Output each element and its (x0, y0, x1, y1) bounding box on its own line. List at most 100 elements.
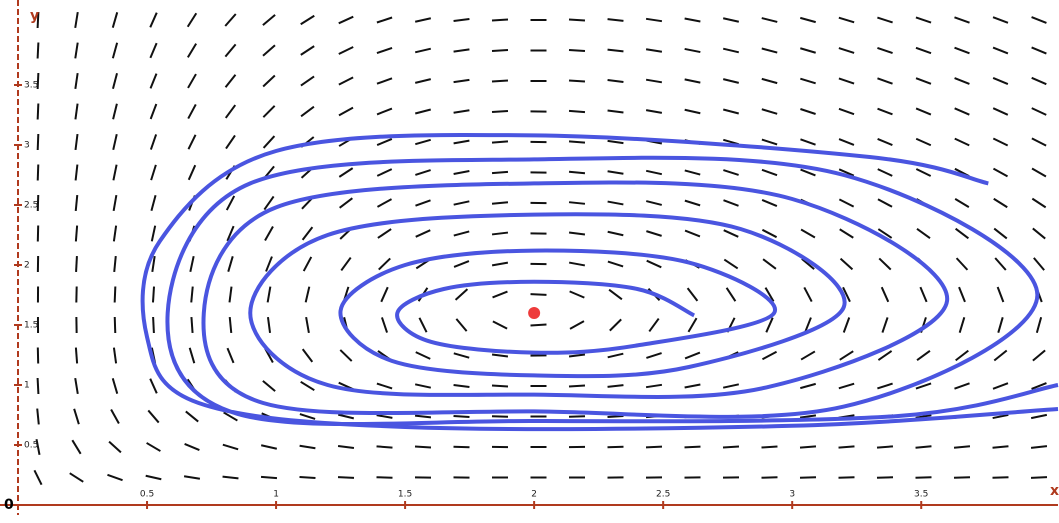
slope-segment (568, 79, 586, 83)
slope-segment (764, 287, 775, 302)
slope-segment (725, 287, 737, 302)
slope-segment (607, 352, 624, 359)
slope-segment (568, 201, 586, 205)
slope-segment (491, 79, 509, 83)
slope-segment (722, 78, 740, 84)
slope-segment (607, 79, 624, 83)
slope-segment (1030, 413, 1048, 420)
slope-segment (376, 46, 393, 55)
slope-segment (915, 137, 932, 147)
slope-segment (226, 347, 235, 364)
slope-segment (415, 138, 431, 146)
slope-segment (761, 350, 778, 361)
slope-segment (800, 138, 816, 146)
slope-segment (803, 286, 813, 303)
slope-segment (415, 351, 431, 360)
slope-segment (150, 225, 157, 242)
slope-segment (491, 384, 509, 388)
slope-segment (300, 380, 315, 392)
slope-segment (376, 168, 393, 177)
slope-segment (568, 170, 586, 175)
slope-segment (915, 16, 932, 24)
slope-segment (74, 72, 79, 90)
slope-segment (339, 349, 353, 362)
slope-segment (112, 103, 118, 120)
slope-segment (838, 16, 855, 24)
slope-segment (36, 408, 40, 425)
slope-segment (958, 286, 966, 303)
slope-segment (262, 74, 276, 88)
slope-segment (645, 169, 663, 176)
slope-segment (530, 293, 547, 296)
slope-segment (684, 47, 701, 54)
slope-segment (491, 140, 509, 144)
slope-segment (184, 443, 200, 451)
slope-segment (151, 255, 156, 273)
slope-segment (340, 256, 352, 272)
slope-segment (74, 103, 79, 120)
slope-segment (149, 378, 158, 394)
slope-segment (149, 73, 158, 89)
slope-segment (112, 73, 118, 89)
slope-segment (723, 108, 739, 115)
slope-segment (1035, 317, 1043, 333)
slope-segment (149, 42, 158, 59)
slope-segment (224, 13, 237, 27)
slope-segment (36, 133, 40, 151)
slope-segment (113, 255, 117, 273)
slope-segment (684, 199, 701, 207)
slope-segment (491, 231, 509, 236)
slope-segment (568, 140, 586, 144)
slope-segment (224, 104, 237, 119)
slope-segment (378, 257, 391, 271)
slope-segment (568, 353, 586, 358)
slope-segment (183, 475, 201, 480)
slope-segment (1031, 107, 1047, 116)
slope-segment (453, 109, 470, 114)
slope-segment (110, 409, 120, 424)
slope-segment (149, 134, 158, 150)
slope-segment (838, 107, 855, 116)
slope-segment (877, 228, 893, 239)
slope-segment (453, 48, 470, 53)
slope-segment (761, 17, 778, 23)
slope-segment (993, 349, 1008, 362)
slope-segment (877, 46, 893, 55)
slope-segment (186, 12, 198, 28)
slope-segment (35, 438, 41, 456)
y-tick-label: 3 (24, 141, 30, 151)
x-tick-label: 2 (531, 490, 537, 500)
slope-segment (453, 352, 470, 359)
slope-segment (376, 476, 393, 479)
slope-segment (607, 230, 624, 237)
slope-segment (338, 15, 354, 25)
slope-segment (339, 197, 353, 209)
slope-segment (228, 316, 233, 334)
slope-segment (997, 317, 1004, 333)
slope-segment (380, 317, 389, 333)
slope-segment (761, 445, 778, 449)
slope-segment (36, 42, 40, 59)
slope-segment (415, 108, 431, 115)
slope-segment (223, 411, 238, 422)
slope-segment (149, 103, 158, 120)
slope-segment (108, 440, 122, 454)
slope-segment (993, 227, 1008, 240)
slope-segment (992, 413, 1009, 420)
slope-segment (415, 199, 431, 207)
x-tick-label: 2.5 (656, 490, 670, 500)
slope-segment (36, 11, 40, 29)
slope-segment (723, 258, 739, 270)
slope-segment (684, 351, 701, 360)
slope-segment (877, 198, 893, 208)
slope-segment (607, 260, 624, 268)
slope-segment (722, 445, 740, 449)
slope-segment (723, 169, 739, 176)
slope-segment (568, 261, 586, 267)
slope-segment (262, 105, 276, 118)
slope-segment (838, 77, 855, 85)
slope-segment (453, 230, 470, 237)
slope-segment (568, 415, 586, 418)
slope-segment (992, 137, 1009, 147)
